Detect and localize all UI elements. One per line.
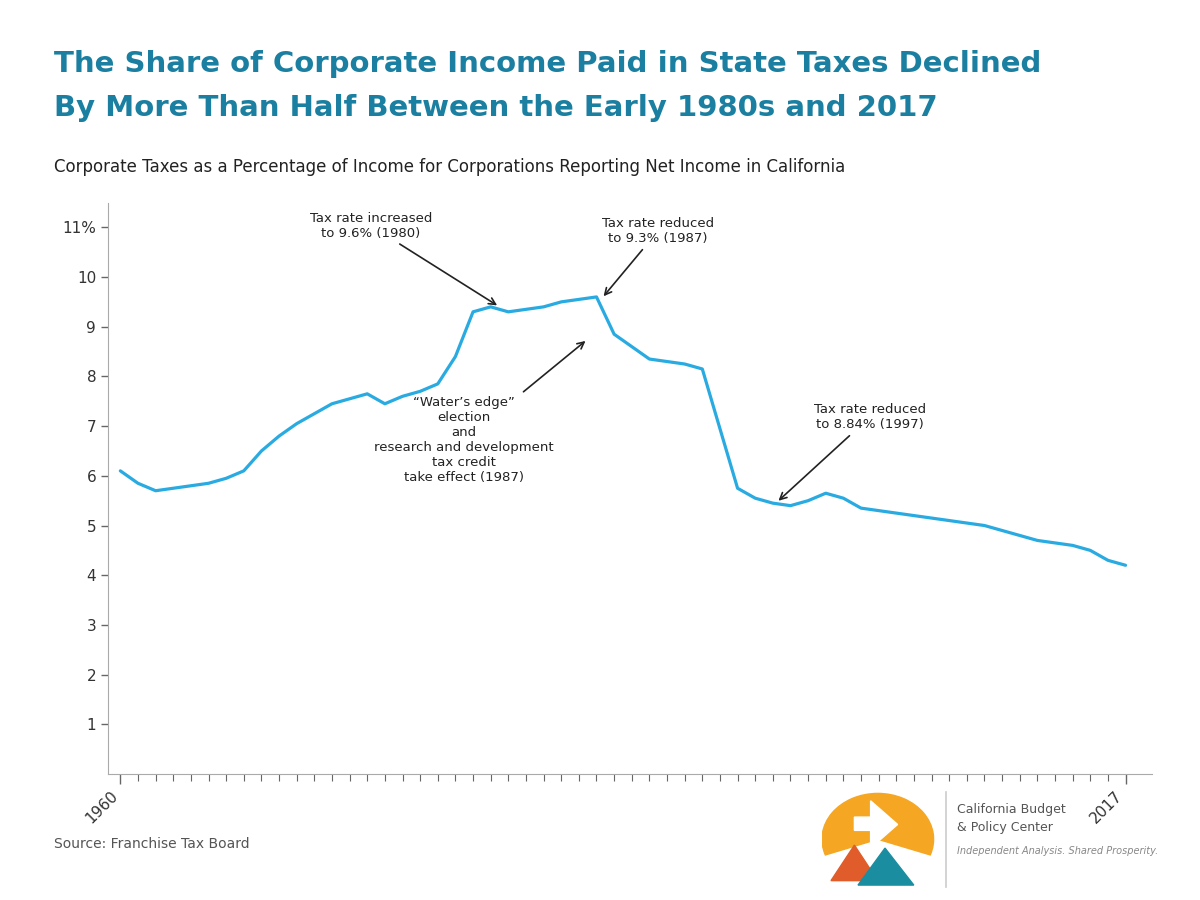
Text: Source: Franchise Tax Board: Source: Franchise Tax Board <box>54 836 250 850</box>
Text: Independent Analysis. Shared Prosperity.: Independent Analysis. Shared Prosperity. <box>958 846 1158 856</box>
Text: Tax rate increased
to 9.6% (1980): Tax rate increased to 9.6% (1980) <box>310 212 496 304</box>
Text: Tax rate reduced
to 9.3% (1987): Tax rate reduced to 9.3% (1987) <box>602 217 714 295</box>
Text: By More Than Half Between the Early 1980s and 2017: By More Than Half Between the Early 1980… <box>54 94 937 122</box>
Text: “Water’s edge”
election
and
research and development
tax credit
take effect (198: “Water’s edge” election and research and… <box>374 342 584 484</box>
Text: Corporate Taxes as a Percentage of Income for Corporations Reporting Net Income : Corporate Taxes as a Percentage of Incom… <box>54 158 845 176</box>
Text: The Share of Corporate Income Paid in State Taxes Declined: The Share of Corporate Income Paid in St… <box>54 50 1042 77</box>
Polygon shape <box>832 845 878 880</box>
Wedge shape <box>822 794 934 855</box>
Text: & Policy Center: & Policy Center <box>958 821 1052 834</box>
Text: Tax rate reduced
to 8.84% (1997): Tax rate reduced to 8.84% (1997) <box>780 403 926 500</box>
Polygon shape <box>854 801 898 848</box>
Text: California Budget: California Budget <box>958 803 1066 816</box>
Polygon shape <box>858 848 914 885</box>
